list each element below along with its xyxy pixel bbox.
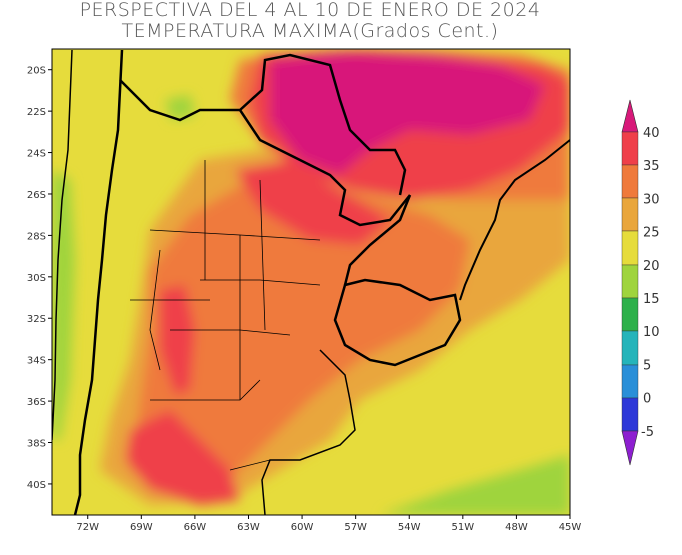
lat-tick-label: 36S [27,397,46,408]
colorbar-band-30-35 [621,164,639,199]
colorbar-label: 10 [643,325,660,340]
lat-tick-label: 34S [27,356,46,367]
temperature-field [52,49,570,515]
argentina-brazil-border [343,194,412,286]
zone-15-20-south [380,455,570,515]
lon-tick-label: 54W [398,522,421,533]
lon-tick-label: 72W [76,522,99,533]
borders [52,49,570,515]
lon-tick-label: 69W [130,522,153,533]
title-line-1: PERSPECTIVA DEL 4 AL 10 DE ENERO DE 2024 [79,0,541,21]
lon-tick-label: 60W [291,522,314,533]
lon-tick-label: 48W [505,522,528,533]
lon-tick-label: 57W [344,522,367,533]
colorbar-top-arrow [621,99,639,133]
lat-tick-label: 38S [27,439,46,450]
colorbar-label: -5 [641,425,654,440]
zone-35-40-chaco [235,160,390,245]
lon-tick-label: 51W [452,522,475,533]
colorbar-label: 30 [643,192,660,207]
zone-35-40-south [125,410,240,505]
andes-border [73,49,124,515]
colorbar-band-10-15 [621,297,639,332]
lat-tick-label: 22S [27,107,46,118]
lat-tick-label: 30S [27,273,46,284]
lat-tick-label: 28S [27,231,46,242]
zone-15-20-west [52,170,75,440]
colorbar-label: 15 [643,292,660,307]
chile-coast [52,49,73,441]
lon-tick-label: 45W [559,522,582,533]
zone-gt40 [270,52,545,175]
province-lines [130,160,321,471]
colorbar-label: 40 [643,126,660,141]
colorbar-band-5-10 [621,330,639,366]
bolivia-paraguay-border [119,53,407,196]
zone-35-40-west [160,285,195,395]
colorbar-label: 0 [643,392,651,407]
lat-tick-label: 40S [27,480,46,491]
colorbar-band-15-20 [621,264,639,299]
colorbar-band-35-40 [621,131,639,166]
map-title: PERSPECTIVA DEL 4 AL 10 DE ENERO DE 2024… [0,0,620,42]
zone-15-20-spot [165,95,195,120]
colorbar-label: 25 [643,226,660,241]
colorbar-bottom-arrow [621,430,639,466]
lat-tick-label: 20S [27,66,46,77]
colorbar-label: 20 [643,259,660,274]
lat-tick-label: 32S [27,314,46,325]
brazil-coast [459,139,570,301]
argentina-paraguay-border [238,109,411,227]
colorbar-labels: 40 35 30 25 20 15 10 5 0 -5 [641,126,660,440]
colorbar-band-0-5 [621,364,639,399]
lat-tick-label: 24S [27,149,46,160]
longitude-ticks: 72W 69W 66W 63W 60W 57W 54W 51W 48W 45W [76,515,581,533]
lat-tick-label: 26S [27,190,46,201]
colorbar-band-m5-0 [621,397,639,432]
colorbar-band-20-25 [621,230,639,266]
colorbar-label: 5 [643,358,651,373]
title-line-2: TEMPERATURA MAXIMA(Grados Cent.) [121,20,499,42]
latitude-ticks: 20S 22S 24S 26S 28S 30S 32S 34S 36S 38S 40S [27,66,52,491]
uruguay-border [333,278,462,367]
colorbar-band-25-30 [621,197,639,232]
colorbar-label: 35 [643,159,660,174]
lon-tick-label: 63W [237,522,260,533]
argentina-coast [261,349,356,515]
lon-tick-label: 66W [184,522,207,533]
colorbar: 40 35 30 25 20 15 10 5 0 -5 [621,99,660,466]
zone-30-35 [130,180,470,495]
